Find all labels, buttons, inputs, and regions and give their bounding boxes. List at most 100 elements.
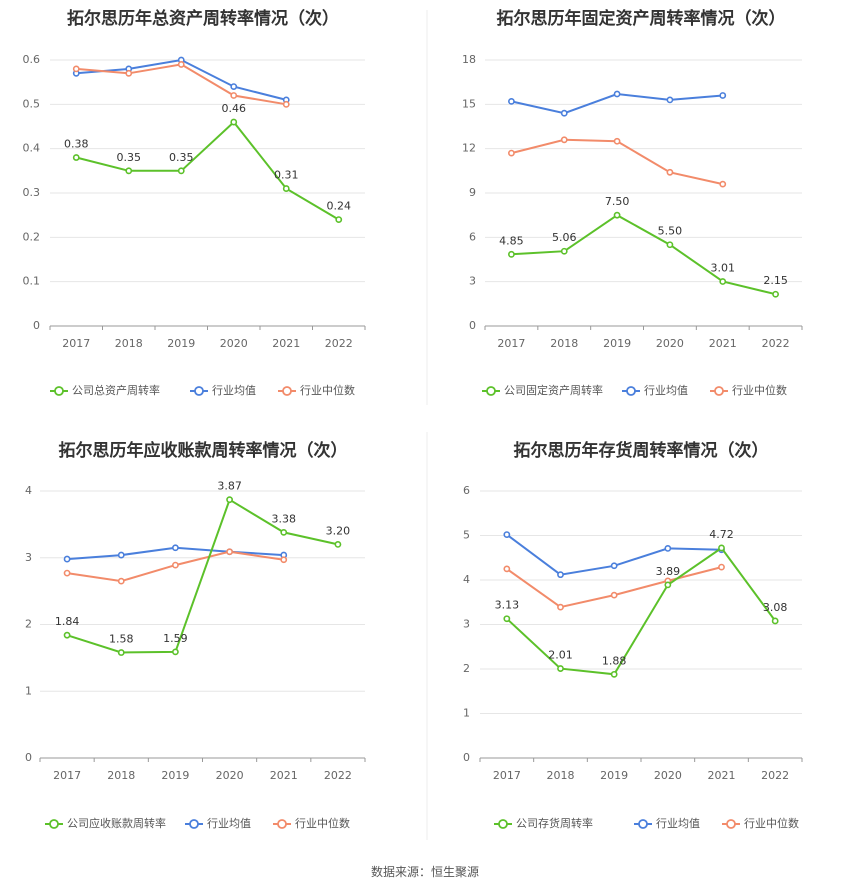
data-label: 0.46 — [222, 102, 247, 115]
chart-1: 拓尔思历年总资产周转率情况（次） 0 0.1 0.2 0.3 0.4 0.5 0.6 2017 2… — [23, 8, 366, 397]
y-tick-label: 6 — [463, 484, 470, 497]
data-label: 0.35 — [117, 151, 142, 164]
charts-group: 拓尔思历年总资产周转率情况（次） 0 0.1 0.2 0.3 0.4 0.5 0.6 2017 2… — [23, 8, 803, 830]
data-label: 3.08 — [763, 601, 788, 614]
data-label: 3.38 — [272, 512, 297, 525]
data-point-company — [282, 185, 290, 192]
legend-label-average: 行业均值 — [656, 817, 700, 830]
data-point-company — [230, 118, 238, 126]
chart-title: 拓尔思历年存货周转率情况（次） — [514, 440, 769, 461]
chart-3: 拓尔思历年应收账款周转率情况（次） 0 1 2 3 4 2017 2018 2019 2020 20… — [25, 440, 366, 830]
y-tick-label: 0.4 — [23, 142, 41, 155]
y-tick-label: 15 — [462, 97, 476, 110]
x-tick-label: 2019 — [600, 769, 628, 782]
legend-label-median: 行业中位数 — [300, 383, 355, 397]
x-tick-label: 2020 — [220, 337, 248, 350]
data-point-average — [610, 562, 618, 570]
data-point-average — [719, 92, 727, 99]
data-point-company — [718, 544, 725, 552]
y-tick-label: 0.1 — [23, 275, 41, 288]
data-point-median — [560, 136, 568, 144]
x-tick-label: 2018 — [107, 769, 135, 782]
legend-label-median: 行业中位数 — [295, 816, 350, 830]
data-point-median — [503, 565, 511, 573]
y-tick-label: 4 — [25, 484, 32, 497]
x-tick-label: 2020 — [656, 337, 684, 350]
series-line-company — [511, 214, 776, 296]
series-line-company — [506, 546, 777, 676]
chart-title: 拓尔思历年固定资产周转率情况（次） — [497, 8, 786, 29]
chart-2: 拓尔思历年固定资产周转率情况（次） 0 3 6 9 12 15 18 2017 2018 2019 2… — [462, 8, 803, 397]
legend-label-company: 公司应收账款周转率 — [67, 816, 166, 830]
y-tick-label: 0 — [469, 319, 476, 332]
data-label: 3.89 — [656, 565, 681, 578]
y-tick-label: 3 — [469, 275, 476, 288]
legend-marker-company — [49, 819, 59, 829]
x-tick-label: 2019 — [161, 769, 189, 782]
x-tick-label: 2022 — [324, 769, 352, 782]
y-tick-label: 0 — [463, 751, 470, 764]
data-point-median — [282, 100, 290, 108]
data-point-average — [664, 545, 672, 552]
y-tick-label: 0 — [25, 751, 32, 764]
y-tick-label: 5 — [463, 529, 470, 542]
legend-label-average: 行业均值 — [212, 384, 256, 397]
legend-marker-average — [626, 386, 636, 396]
data-label: 2.15 — [763, 274, 788, 287]
data-label: 3.13 — [495, 599, 520, 612]
data-point-average — [117, 551, 125, 559]
series-line-median — [506, 566, 722, 609]
data-label: 3.01 — [711, 262, 736, 275]
data-point-company — [664, 581, 672, 589]
series-line-company — [76, 120, 340, 221]
y-tick-label: 0.5 — [23, 97, 41, 110]
data-point-median — [63, 569, 71, 577]
legend-marker-average — [194, 386, 204, 396]
data-point-median — [610, 591, 618, 599]
y-tick-label: 2 — [25, 618, 32, 631]
legend-marker-company — [498, 819, 508, 829]
x-tick-label: 2022 — [761, 769, 789, 782]
data-point-median — [177, 61, 185, 68]
data-label: 5.50 — [658, 225, 683, 238]
legend-label-average: 行业均值 — [207, 817, 251, 830]
x-tick-label: 2021 — [270, 769, 298, 782]
y-tick-label: 12 — [462, 142, 476, 155]
data-point-average — [63, 555, 71, 563]
chart-4: 拓尔思历年存货周转率情况（次） 0 1 2 3 4 5 6 2017 2018 2019 2020 20… — [463, 440, 803, 830]
series-line-median — [511, 138, 724, 186]
x-tick-label: 2017 — [62, 337, 90, 350]
data-label: 5.06 — [552, 231, 577, 244]
data-label: 0.38 — [64, 138, 89, 151]
y-tick-label: 1 — [463, 707, 470, 720]
legend-marker-average — [638, 819, 648, 829]
x-tick-label: 2020 — [654, 769, 682, 782]
data-point-company — [280, 528, 288, 536]
x-tick-label: 2017 — [497, 337, 525, 350]
legend-marker-company — [486, 386, 496, 396]
data-point-company — [177, 167, 185, 175]
x-tick-label: 2021 — [708, 769, 736, 782]
x-tick-label: 2020 — [216, 769, 244, 782]
y-tick-label: 2 — [463, 662, 470, 675]
y-tick-label: 0.3 — [23, 186, 41, 199]
series-line-company — [66, 498, 339, 654]
data-point-company — [666, 241, 674, 249]
x-tick-label: 2018 — [115, 337, 143, 350]
data-label: 0.35 — [169, 151, 194, 164]
y-tick-label: 0 — [33, 319, 40, 332]
data-point-average — [557, 571, 564, 579]
y-tick-label: 6 — [469, 230, 476, 243]
data-label: 1.59 — [163, 632, 188, 645]
y-tick-label: 3 — [463, 618, 470, 631]
data-point-company — [557, 665, 564, 672]
data-point-median — [72, 65, 80, 73]
data-point-median — [117, 577, 125, 585]
data-label: 0.24 — [327, 200, 352, 213]
data-label: 4.85 — [499, 234, 524, 247]
data-point-company — [771, 617, 779, 625]
data-point-median — [230, 92, 238, 99]
data-point-company — [63, 631, 71, 639]
data-point-median — [280, 556, 288, 564]
legend-marker-company — [54, 386, 64, 396]
